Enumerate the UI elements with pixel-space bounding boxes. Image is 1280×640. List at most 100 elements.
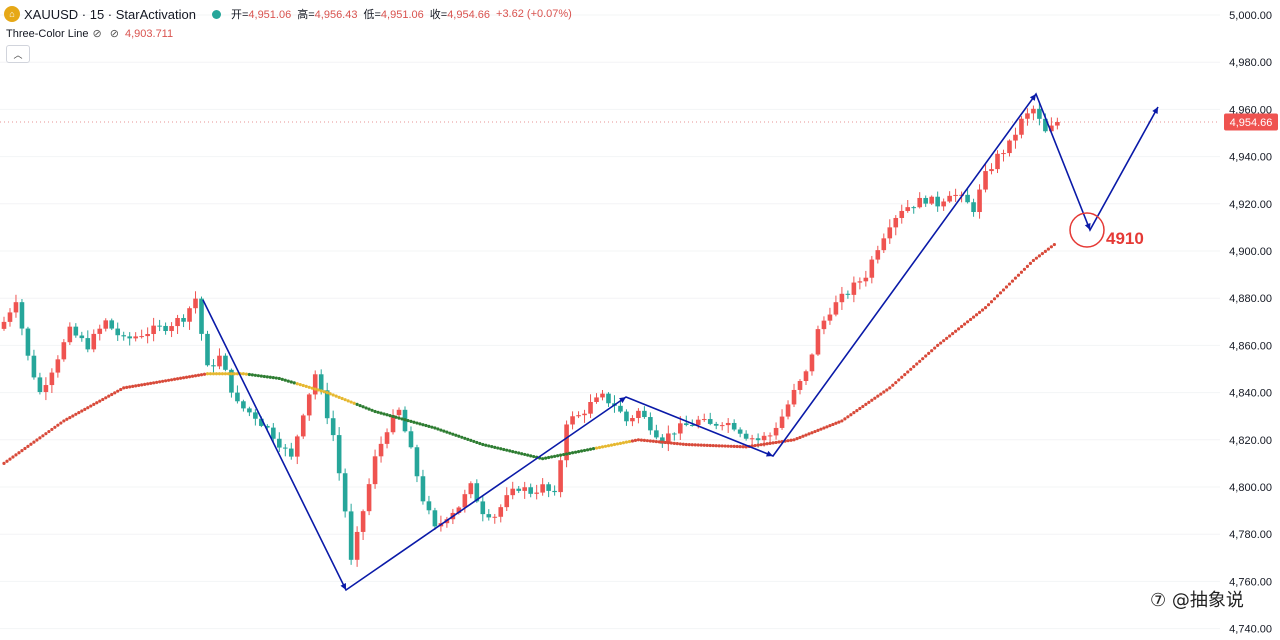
- indicator-dot: [600, 445, 605, 449]
- indicator-dot: [529, 454, 533, 458]
- candle: [145, 327, 150, 344]
- indicator-dot: [271, 376, 275, 380]
- price-change: +3.62 (+0.07%): [496, 8, 572, 20]
- candle: [546, 482, 551, 498]
- indicator-dot: [421, 423, 425, 427]
- indicator-dot: [1010, 279, 1015, 283]
- indicator-dot: [954, 329, 958, 333]
- indicator-dot: [304, 384, 308, 389]
- indicator-dot: [385, 413, 389, 417]
- indicator-dot: [798, 435, 802, 440]
- indicator-dot: [313, 387, 317, 391]
- candle: [558, 455, 563, 498]
- indicator-dot: [223, 372, 228, 376]
- candle: [360, 509, 366, 541]
- candle: [827, 307, 833, 325]
- indicator-dot: [816, 428, 820, 432]
- indicator-dot: [1037, 254, 1042, 258]
- indicator-dot: [672, 441, 676, 445]
- indicator-dot: [873, 396, 877, 400]
- candle: [630, 415, 635, 427]
- indicator-dot: [358, 403, 362, 408]
- indicator-dot: [933, 346, 937, 350]
- candle: [115, 322, 121, 341]
- symbol-title[interactable]: XAUUSD · 15 · StarActivation: [24, 6, 196, 22]
- indicator-dot: [280, 377, 284, 381]
- indicator-dot: [517, 451, 521, 455]
- visibility-icon[interactable]: ⊘: [92, 28, 102, 40]
- indicator-dot: [567, 451, 572, 455]
- indicator-dot: [412, 420, 416, 424]
- price-tick-label: 4,840.00: [1229, 388, 1272, 400]
- candle: [384, 428, 390, 449]
- indicator-dot: [134, 384, 138, 388]
- candle: [73, 323, 79, 338]
- indicator-dot: [708, 443, 712, 448]
- indicator-dot: [1013, 276, 1018, 280]
- indicator-dot: [968, 317, 973, 322]
- candle: [797, 379, 803, 395]
- indicator-dot: [83, 407, 87, 411]
- indicator-dot: [373, 409, 377, 414]
- settings-icon[interactable]: ⊘: [109, 28, 119, 40]
- ohlc-close: 收=4,954.66: [429, 9, 491, 21]
- wave-arrowhead: [766, 450, 773, 457]
- indicator-dot: [382, 412, 386, 416]
- indicator-dot: [122, 386, 126, 390]
- indicator-dot: [951, 332, 955, 336]
- candle: [199, 296, 204, 341]
- indicator-dot: [843, 417, 847, 421]
- price-tick-label: 4,780.00: [1229, 529, 1272, 541]
- indicator-dot: [675, 442, 679, 446]
- indicator-dot: [573, 450, 578, 454]
- candle: [552, 485, 557, 496]
- indicator-dot: [265, 375, 269, 379]
- indicator-dot: [62, 419, 66, 423]
- indicator-dot: [508, 449, 512, 453]
- indicator-dot: [107, 394, 111, 398]
- candle: [223, 353, 228, 372]
- indicator-dot: [400, 417, 404, 421]
- indicator-dot: [298, 383, 302, 387]
- indicator-dot: [166, 378, 171, 382]
- collapse-legend-button[interactable]: ︿: [6, 45, 30, 63]
- indicator-dot: [801, 434, 805, 438]
- indicator-dot: [570, 451, 575, 455]
- candle: [49, 368, 55, 393]
- indicator-dot: [729, 444, 733, 448]
- candle: [408, 426, 414, 449]
- indicator-dot: [403, 418, 407, 422]
- price-tick-label: 4,820.00: [1229, 435, 1272, 447]
- indicator-dot: [965, 320, 970, 324]
- indicator-dot: [184, 375, 189, 379]
- indicator-name[interactable]: Three-Color Line: [6, 27, 89, 40]
- candle: [1007, 139, 1012, 157]
- indicator-dot: [711, 443, 715, 448]
- candle: [247, 406, 252, 417]
- candle: [55, 355, 61, 378]
- candle: [306, 393, 312, 421]
- indicator-dot: [846, 415, 850, 419]
- indicator-dot: [448, 431, 452, 435]
- indicator-legend[interactable]: Three-Color Line ⊘ ⊘ 4,903.711: [6, 27, 173, 41]
- indicator-dot: [430, 425, 434, 429]
- candle: [953, 188, 958, 202]
- indicator-dot: [14, 453, 18, 457]
- candle: [1031, 105, 1036, 121]
- indicator-dot: [810, 431, 814, 435]
- candle: [737, 427, 743, 438]
- price-tick-label: 4,900.00: [1229, 246, 1272, 258]
- candle: [1013, 127, 1018, 149]
- indicator-dot: [609, 443, 614, 447]
- indicator-dot: [819, 427, 823, 431]
- indicator-dot: [699, 443, 703, 447]
- indicator-dot: [172, 377, 177, 381]
- three-color-line: [2, 242, 1056, 465]
- candle: [1055, 117, 1060, 130]
- candle: [324, 382, 330, 425]
- candle: [312, 370, 318, 400]
- candle: [588, 394, 593, 419]
- indicator-dot: [576, 450, 581, 454]
- indicator-dot: [71, 414, 75, 418]
